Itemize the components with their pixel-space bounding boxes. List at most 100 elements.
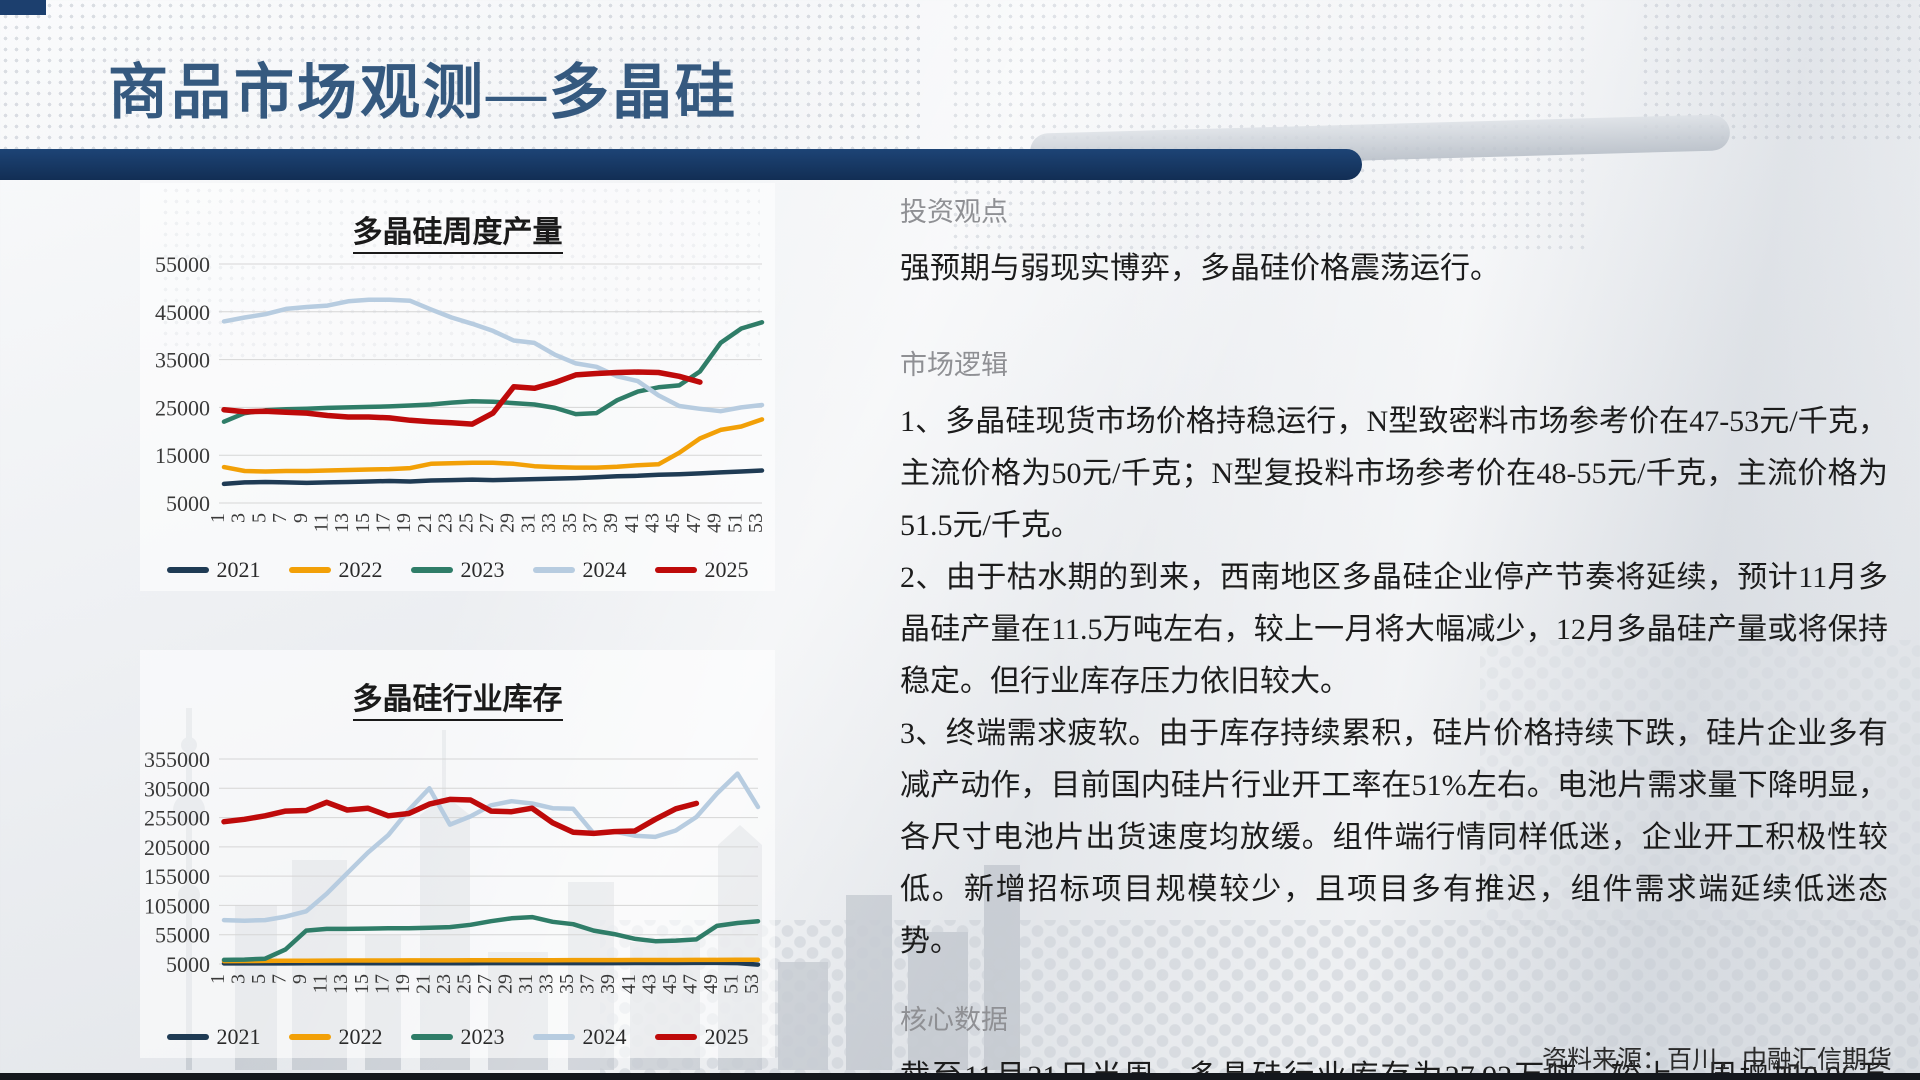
y-axis-tick-label: 45000: [155, 300, 210, 325]
x-axis-tick-label: 37: [577, 974, 599, 994]
x-axis-tick-label: 17: [373, 513, 395, 533]
x-axis-tick-label: 19: [392, 974, 414, 994]
chart-title: 多晶硅行业库存: [140, 674, 775, 721]
x-axis-tick-label: 43: [642, 513, 664, 533]
x-axis-tick-label: 51: [724, 513, 746, 533]
legend-label: 2024: [582, 1024, 627, 1049]
legend-label: 2023: [460, 557, 505, 582]
x-axis-tick-label: 9: [289, 974, 311, 984]
y-axis-tick-label: 5000: [166, 491, 210, 516]
legend-item-2025: 2025: [654, 1024, 749, 1050]
market-logic-item-2: 2、由于枯水期的到来，西南地区多晶硅企业停产节奏将延续，预计11月多晶硅产量在1…: [900, 561, 1888, 698]
legend-label: 2023: [460, 1024, 505, 1049]
x-axis-tick-label: 11: [310, 974, 332, 993]
legend-item-2022: 2022: [288, 1024, 383, 1050]
y-axis-tick-label: 35000: [155, 348, 210, 373]
legend-label: 2024: [582, 557, 627, 582]
x-axis-tick-label: 35: [559, 513, 581, 533]
x-axis-tick-label: 7: [269, 974, 291, 984]
x-axis-tick-label: 5: [248, 974, 270, 984]
x-axis-tick-label: 13: [331, 513, 353, 533]
section-heading-investment-view: 投资观点: [900, 197, 1008, 227]
investment-view-text: 强预期与弱现实博弈，多晶硅价格震荡运行。: [900, 252, 1500, 285]
market-logic-item-3: 3、终端需求疲软。由于库存持续累积，硅片价格持续下跌，硅片企业多有减产动作，目前…: [900, 717, 1888, 958]
x-axis-tick-label: 23: [435, 513, 457, 533]
x-axis-tick-label: 25: [454, 974, 476, 994]
series-line-2021: [221, 468, 765, 487]
x-axis-tick-label: 19: [393, 513, 415, 533]
section-heading-core-data: 核心数据: [900, 1005, 1008, 1035]
legend-label: 2022: [338, 1024, 383, 1049]
legend-item-2024: 2024: [532, 1024, 627, 1050]
x-axis-tick-label: 1: [207, 513, 229, 523]
y-axis-tick-label: 55000: [155, 252, 210, 277]
x-axis-tick-label: 29: [497, 513, 519, 533]
x-axis-tick-label: 5: [248, 513, 270, 523]
legend-swatch: [532, 1034, 575, 1040]
legend-label: 2021: [216, 557, 261, 582]
y-axis-tick-label: 5000: [166, 952, 210, 977]
chart-title: 多晶硅周度产量: [140, 207, 775, 254]
data-source: 资料来源：百川，中融汇信期货: [1541, 1047, 1892, 1074]
x-axis-tick-label: 23: [433, 974, 455, 994]
x-axis-tick-label: 35: [556, 974, 578, 994]
series-line-2024: [221, 771, 761, 923]
y-axis-tick-label: 55000: [155, 923, 210, 948]
x-axis-tick-label: 37: [580, 513, 602, 533]
series-line-2021: [221, 960, 761, 967]
x-axis-tick-label: 47: [679, 974, 701, 994]
x-axis-tick-label: 31: [515, 974, 537, 994]
x-axis-tick-label: 45: [659, 974, 681, 994]
x-axis-tick-label: 31: [517, 513, 539, 533]
y-axis-tick-label: 355000: [144, 747, 210, 772]
x-axis-tick-label: 1: [207, 974, 229, 984]
bottom-edge-bar: [0, 1073, 1920, 1080]
series-line-2022: [221, 417, 765, 474]
legend-item-2021: 2021: [166, 1024, 261, 1050]
legend-swatch: [166, 567, 209, 573]
y-axis-tick-label: 305000: [144, 776, 210, 801]
chart-industry-inventory: 多晶硅行业库存 5000 55000 105000 155000 205000 25500…: [140, 650, 775, 1058]
x-axis-tick-label: 49: [704, 513, 726, 533]
x-axis-tick-label: 53: [741, 974, 763, 994]
series-line-2023: [221, 914, 761, 963]
x-axis-tick-label: 41: [618, 974, 640, 994]
y-axis-tick-label: 25000: [155, 395, 210, 420]
legend-label: 2021: [216, 1024, 261, 1049]
legend-item-2025: 2025: [654, 557, 749, 583]
chart-weekly-production: 多晶硅周度产量 5000 15000 25000 35000 45000 55000 1 3 5…: [140, 183, 775, 591]
corner-accent: [0, 0, 46, 15]
chart-legend: 2021 2022 2023 2024 2025: [140, 557, 775, 583]
x-axis-tick-label: 33: [538, 513, 560, 533]
y-axis-tick-label: 205000: [144, 835, 210, 860]
legend-label: 2025: [704, 1024, 749, 1049]
x-axis-tick-label: 27: [474, 974, 496, 994]
series-line-2025: [221, 796, 700, 837]
legend-swatch: [410, 567, 453, 573]
legend-swatch: [166, 1034, 209, 1040]
x-axis-tick-label: 15: [351, 974, 373, 994]
legend-item-2023: 2023: [410, 557, 505, 583]
x-axis-tick-label: 25: [455, 513, 477, 533]
legend-swatch: [410, 1034, 453, 1040]
header-navy-band: [0, 149, 1362, 180]
x-axis-tick-label: 7: [269, 513, 291, 523]
x-axis-tick-label: 39: [600, 513, 622, 533]
series-line-2023: [221, 320, 765, 424]
market-logic-item-1: 1、多晶硅现货市场价格持稳运行，N型致密料市场参考价在47-53元/千克，主流价…: [900, 405, 1888, 542]
page-title: 商品市场观测—多晶硅: [108, 60, 738, 126]
legend-item-2023: 2023: [410, 1024, 505, 1050]
chart-legend: 2021 2022 2023 2024 2025: [140, 1024, 775, 1050]
x-axis-tick-label: 21: [414, 513, 436, 533]
legend-item-2024: 2024: [532, 557, 627, 583]
x-axis-tick-label: 3: [228, 513, 250, 523]
x-axis-tick-label: 43: [638, 974, 660, 994]
x-axis-tick-label: 39: [597, 974, 619, 994]
x-axis-tick-label: 27: [476, 513, 498, 533]
section-heading-market-logic: 市场逻辑: [900, 350, 1008, 380]
x-axis-tick-label: 41: [621, 513, 643, 533]
chart-plot-area: 5000150002500035000450005500013579111315…: [155, 252, 767, 533]
y-axis-tick-label: 155000: [144, 864, 210, 889]
x-axis-tick-label: 49: [700, 974, 722, 994]
